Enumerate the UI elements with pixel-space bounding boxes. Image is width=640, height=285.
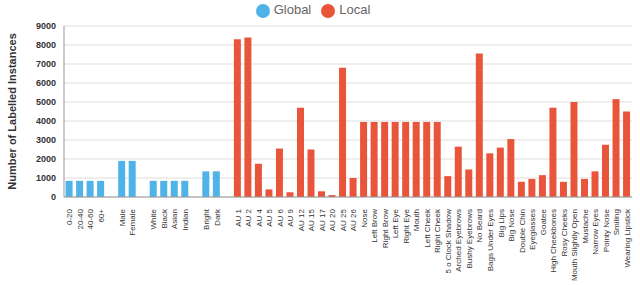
svg-text:60+: 60+	[97, 209, 106, 223]
svg-text:Left Cheek: Left Cheek	[423, 208, 432, 248]
svg-text:20-40: 20-40	[76, 208, 85, 229]
svg-text:Smiling: Smiling	[612, 209, 621, 235]
svg-text:Left Eye: Left Eye	[391, 208, 400, 238]
svg-text:AU 4: AU 4	[255, 208, 264, 226]
svg-text:Right Cheek: Right Cheek	[433, 208, 442, 253]
svg-text:Arched Eyebrows: Arched Eyebrows	[454, 209, 463, 272]
svg-text:Dark: Dark	[213, 208, 222, 226]
svg-text:AU 1: AU 1	[234, 208, 243, 226]
svg-text:AU 20: AU 20	[328, 208, 337, 231]
svg-text:4000: 4000	[36, 116, 56, 126]
svg-text:Pointy Nose: Pointy Nose	[602, 208, 611, 252]
svg-text:Big Nose: Big Nose	[507, 208, 516, 241]
svg-text:2000: 2000	[36, 154, 56, 164]
svg-text:AU 17: AU 17	[318, 208, 327, 231]
svg-text:Bushy Eyebrows: Bushy Eyebrows	[465, 209, 474, 269]
svg-text:AU 26: AU 26	[349, 208, 358, 231]
svg-text:White: White	[149, 208, 158, 229]
svg-text:Narrow Eyes: Narrow Eyes	[591, 209, 600, 255]
svg-text:AU 6: AU 6	[276, 208, 285, 226]
svg-text:Male: Male	[118, 208, 127, 226]
svg-text:Female: Female	[128, 208, 137, 235]
svg-text:0: 0	[51, 192, 56, 202]
svg-text:Right Brow: Right Brow	[381, 209, 390, 248]
svg-text:Mouth: Mouth	[412, 209, 421, 231]
svg-text:Big Lips: Big Lips	[497, 209, 506, 237]
svg-text:Wearing Lipstick: Wearing Lipstick	[623, 208, 632, 268]
svg-text:6000: 6000	[36, 78, 56, 88]
html-text:Local: Local	[339, 2, 371, 17]
svg-text:AU 25: AU 25	[339, 208, 348, 231]
svg-text:Right Eye: Right Eye	[402, 208, 411, 243]
svg-text:3000: 3000	[36, 135, 56, 145]
svg-text:Bright: Bright	[202, 208, 211, 230]
svg-text:Left Brow: Left Brow	[370, 209, 379, 243]
svg-text:Eyeglasses: Eyeglasses	[528, 209, 537, 250]
svg-text:1000: 1000	[36, 173, 56, 183]
svg-text:Rosy Cheeks: Rosy Cheeks	[560, 209, 569, 257]
svg-text:5000: 5000	[36, 97, 56, 107]
svg-text:5 o Clock Shadow: 5 o Clock Shadow	[444, 209, 453, 274]
svg-text:Number of Labelled Instances: Number of Labelled Instances	[8, 33, 18, 189]
svg-text:8000: 8000	[36, 40, 56, 50]
svg-text:Bags Under Eyes: Bags Under Eyes	[486, 209, 495, 271]
svg-text:0-20: 0-20	[65, 208, 74, 225]
svg-text:AU 15: AU 15	[307, 208, 316, 231]
svg-text:40-60: 40-60	[86, 208, 95, 229]
svg-text:No Beard: No Beard	[475, 209, 484, 243]
html-text:Global: Global	[273, 2, 312, 17]
svg-text:Nose: Nose	[360, 208, 369, 227]
svg-text:Black: Black	[160, 208, 169, 229]
svg-text:Mustache: Mustache	[581, 208, 590, 243]
svg-text:High Cheekbones: High Cheekbones	[549, 209, 558, 273]
svg-text:9000: 9000	[36, 21, 56, 31]
svg-text:Mouth Slightly Open: Mouth Slightly Open	[570, 209, 579, 281]
svg-text:7000: 7000	[36, 59, 56, 69]
svg-text:Goatee: Goatee	[539, 208, 548, 235]
svg-text:Double Chin: Double Chin	[518, 209, 527, 253]
svg-text:AU 5: AU 5	[265, 208, 274, 226]
svg-text:AU 9: AU 9	[286, 208, 295, 226]
svg-text:AU 2: AU 2	[244, 208, 253, 226]
svg-text:Indian: Indian	[181, 209, 190, 231]
svg-text:Asian: Asian	[170, 209, 179, 229]
svg-text:AU 12: AU 12	[297, 208, 306, 231]
